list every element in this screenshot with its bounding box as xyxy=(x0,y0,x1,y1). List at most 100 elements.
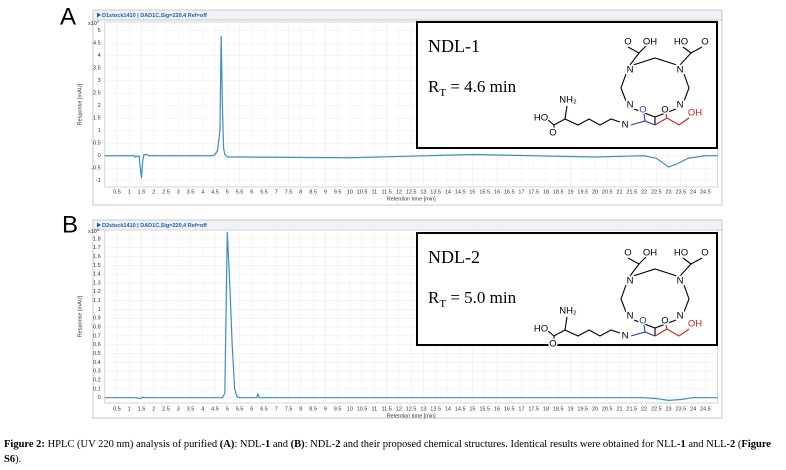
x-tick-label: 9.5 xyxy=(334,406,342,412)
atom-label: O xyxy=(661,316,668,327)
x-tick-label: 10 xyxy=(347,406,353,412)
y-tick-label: 0.9 xyxy=(93,316,101,322)
x-tick-label: 6.5 xyxy=(260,189,268,195)
atom-label: N xyxy=(677,311,684,322)
x-tick-label: 20 xyxy=(592,406,598,412)
x-tick-label: 21 xyxy=(616,189,622,195)
bond xyxy=(654,328,690,337)
x-tick-label: 19 xyxy=(567,189,573,195)
x-tick-label: 17 xyxy=(518,406,524,412)
x-tick-label: 19.5 xyxy=(577,406,588,412)
atom-label: O xyxy=(549,128,556,139)
atom-label: OH xyxy=(643,37,657,48)
atom-label: N xyxy=(622,331,629,342)
x-tick-label: 22.5 xyxy=(651,189,662,195)
x-tick-label: 17.5 xyxy=(528,189,539,195)
y-tick-label: 1.1 xyxy=(93,298,101,304)
y-tick-label: 1.8 xyxy=(93,236,101,242)
x-tick-label: 24.5 xyxy=(700,189,711,195)
bond xyxy=(665,324,668,330)
x-tick-label: 24 xyxy=(690,189,696,195)
y-tick-label: 0.4 xyxy=(93,360,101,366)
caption-text: Figure S6 xyxy=(4,439,771,465)
x-tick-label: 9 xyxy=(324,406,327,412)
x-tick-label: 5 xyxy=(226,406,229,412)
atom-label: OH xyxy=(688,108,702,119)
y-tick-label: 1.2 xyxy=(93,289,101,295)
x-tick-label: 6 xyxy=(250,189,253,195)
bond xyxy=(643,324,646,333)
x-tick-label: 18.5 xyxy=(553,189,564,195)
atom-label: HO xyxy=(674,37,688,48)
x-tick-label: 0.5 xyxy=(113,189,121,195)
y-tick-label: 0.6 xyxy=(93,342,101,348)
trace-line xyxy=(104,35,718,179)
x-tick-label: 12.5 xyxy=(406,189,417,195)
x-tick-label: 15 xyxy=(469,406,475,412)
figure-caption: Figure 2: HPLC (UV 220 nm) analysis of p… xyxy=(4,437,782,467)
rt-symbol: R xyxy=(428,77,440,96)
bond xyxy=(564,329,621,337)
y-tick-label: -0.5 xyxy=(91,166,100,172)
caption-text: 1 xyxy=(264,439,271,450)
atom-label: OH xyxy=(688,319,702,330)
x-tick-label: 24.5 xyxy=(700,406,711,412)
x-tick-label: 24 xyxy=(690,406,696,412)
bond xyxy=(620,284,627,313)
x-tick-label: 14.5 xyxy=(455,189,466,195)
atom-label: N xyxy=(627,65,634,76)
x-tick-label: 18 xyxy=(543,406,549,412)
x-tick-label: 7.5 xyxy=(285,406,293,412)
x-tick-label: 20.5 xyxy=(602,406,613,412)
bond xyxy=(643,113,646,122)
y-tick-label: 0 xyxy=(98,153,101,159)
trace-line xyxy=(104,231,718,401)
x-tick-label: 7.5 xyxy=(285,189,293,195)
x-tick-label: 9.5 xyxy=(334,189,342,195)
atom-label: N xyxy=(627,100,634,111)
atom-label: O xyxy=(624,37,631,48)
y-axis-title: Response [mAU] xyxy=(77,295,83,337)
bond xyxy=(654,117,690,126)
y-tick-label: 4 xyxy=(98,53,101,59)
x-tick-label: 18 xyxy=(543,189,549,195)
y-tick-label: 1.6 xyxy=(93,254,101,260)
caption-text: 1 xyxy=(680,439,686,450)
y-tick-label: 0 xyxy=(98,395,101,401)
header-arrow xyxy=(97,12,101,18)
x-tick-label: 6 xyxy=(250,406,253,412)
bond xyxy=(638,256,647,265)
x-tick-label: 14 xyxy=(445,189,451,195)
atom-label: N xyxy=(677,276,684,287)
x-tick-label: 13.5 xyxy=(430,189,441,195)
x-tick-label: 3 xyxy=(177,189,180,195)
atom-label: N xyxy=(677,65,684,76)
x-tick-label: 20.5 xyxy=(602,189,613,195)
x-tick-label: 11 xyxy=(372,189,378,195)
x-tick-label: 2.5 xyxy=(162,189,170,195)
y-tick-label: 1 xyxy=(98,307,101,313)
atom-label: O xyxy=(701,248,708,259)
y-multiplier-exponent: 3 xyxy=(97,227,100,232)
rt-value: = 5.0 min xyxy=(446,288,517,307)
atom-label: NH₂ xyxy=(559,306,577,317)
atom-label: O xyxy=(701,37,708,48)
y-multiplier: x102 xyxy=(88,19,100,27)
x-tick-label: 23 xyxy=(666,406,672,412)
header-text: D1stock1410 | DAD1C,Sig=220,4 Ref=off xyxy=(102,13,207,19)
x-tick-label: 15 xyxy=(469,189,475,195)
x-tick-label: 19 xyxy=(567,406,573,412)
x-tick-label: 14.5 xyxy=(455,406,466,412)
x-tick-label: 22.5 xyxy=(651,406,662,412)
y-tick-label: 0.5 xyxy=(93,351,101,357)
y-tick-label: 5 xyxy=(98,28,101,34)
x-tick-label: 19.5 xyxy=(577,189,588,195)
atom-label: O xyxy=(639,105,646,116)
x-tick-label: 2 xyxy=(152,189,155,195)
atom-label: O xyxy=(624,248,631,259)
x-axis-title: Retention time [min] xyxy=(387,196,436,202)
x-axis-title: Retention time [min] xyxy=(387,413,436,419)
atom-label: OH xyxy=(643,248,657,259)
